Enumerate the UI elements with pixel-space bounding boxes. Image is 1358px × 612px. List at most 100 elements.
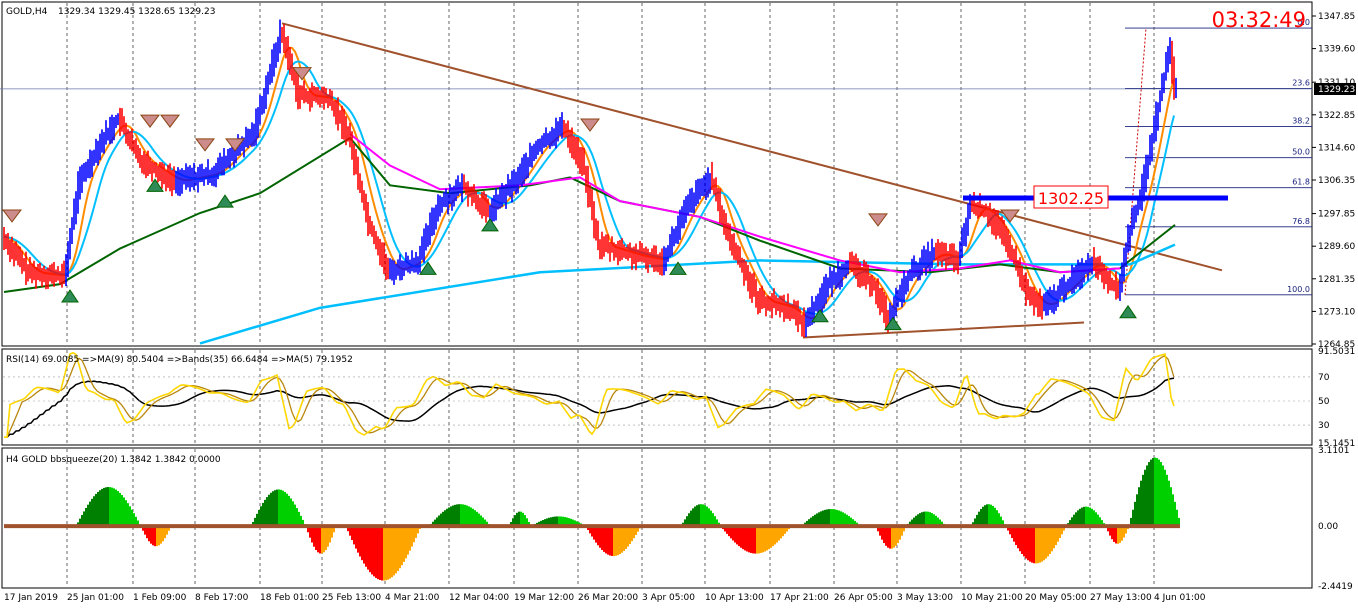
bbs-bar: [319, 526, 321, 554]
bbs-bar: [589, 526, 591, 534]
bbs-bar: [1156, 458, 1158, 527]
bbs-bar: [1027, 526, 1029, 561]
bbs-bar: [468, 506, 470, 527]
bbs-bar: [166, 526, 168, 535]
bbs-bar: [1063, 526, 1065, 531]
bbs-bar: [1053, 526, 1055, 549]
bbs-bar: [452, 505, 454, 527]
bbs-bar: [736, 526, 738, 545]
bbs-bar: [464, 504, 466, 527]
fib-level-label: 100.0: [1287, 285, 1310, 294]
bbs-bar: [321, 526, 323, 554]
bbs-bar: [436, 517, 438, 527]
bbs-bar: [1111, 526, 1113, 540]
bbs-bar: [454, 504, 456, 527]
bbs-bar: [117, 491, 119, 527]
bbs-bar: [915, 515, 917, 527]
bbs-bar: [1013, 526, 1015, 542]
fib-level-label: 23.6: [1292, 79, 1310, 88]
sell-arrow: [160, 114, 180, 128]
bbs-bar: [482, 517, 484, 527]
bbs-bar: [1142, 474, 1144, 527]
bbs-bar: [607, 526, 609, 555]
bbs-bar: [746, 526, 748, 552]
bbs-bar: [774, 526, 776, 545]
bbs-bar: [1023, 526, 1025, 557]
bbs-bar: [512, 518, 514, 527]
bbs-bar: [1150, 459, 1152, 527]
bbs-bar: [810, 517, 812, 527]
time-tick-label: 17 Apr 21:00: [770, 593, 829, 603]
bbs-bar: [1071, 517, 1073, 527]
time-tick-label: 25 Jan 01:00: [67, 593, 124, 603]
bbs-bar: [619, 526, 621, 555]
bbs-bar: [133, 513, 135, 527]
bbs-bar: [409, 526, 411, 551]
sell-arrow: [868, 213, 888, 227]
bbs-bar: [282, 490, 284, 527]
bbs-bar: [373, 526, 375, 577]
buy-arrow: [419, 261, 437, 275]
bbs-bar: [704, 505, 706, 527]
bbs-bar: [984, 505, 986, 527]
bbs-bar: [627, 526, 629, 547]
bbs-bar: [826, 509, 828, 527]
bbs-bar: [1125, 526, 1127, 534]
bbs-bar: [1174, 501, 1176, 527]
rsi-band-line: [4, 377, 1175, 438]
support-trendline: [802, 321, 1085, 339]
bbs-bar: [730, 526, 732, 539]
bbs-bar: [474, 510, 476, 527]
bbs-bar: [87, 504, 89, 527]
bbs-bar: [480, 515, 482, 527]
bbs-bar: [716, 519, 718, 527]
bbs-bar: [732, 526, 734, 541]
bbs-bar: [1009, 526, 1011, 535]
bbs-bar: [270, 492, 272, 527]
bbs-bar: [315, 526, 317, 551]
bbs-bar: [1170, 487, 1172, 527]
buy-arrow: [669, 261, 687, 275]
bbs-bar: [897, 526, 899, 544]
bbs-bar: [740, 526, 742, 548]
bbs-bar: [714, 516, 716, 527]
bbs-bar: [980, 508, 982, 527]
bbs-bar: [1033, 526, 1035, 564]
bbs-bar: [540, 520, 542, 527]
bbs-bar: [405, 526, 407, 559]
bbs-bar: [812, 516, 814, 527]
bbs-bar: [1037, 526, 1039, 564]
time-tick-label: 17 Jan 2019: [4, 593, 58, 603]
bbs-bar: [444, 510, 446, 527]
bbs-tick-label: 0.00: [1318, 522, 1338, 532]
bbs-bar: [1039, 526, 1041, 563]
bbsqueeze-axis: 3.1101 0.00 -2.4419: [1318, 446, 1353, 592]
bbs-bar: [355, 526, 357, 549]
bbs-bar: [574, 520, 576, 527]
bbs-bar: [1057, 526, 1059, 542]
bbs-bar: [921, 512, 923, 527]
bbs-bar: [369, 526, 371, 573]
bbs-bar: [101, 488, 103, 527]
bbs-bar: [377, 526, 379, 580]
bbs-bar: [702, 504, 704, 527]
bbs-bar: [842, 512, 844, 527]
time-tick-label: 27 May 13:00: [1090, 593, 1152, 603]
bbs-bar: [935, 515, 937, 527]
bbs-bar: [266, 497, 268, 527]
bbs-bar: [1085, 506, 1087, 527]
rsi-tick-label: 30: [1318, 421, 1330, 431]
bbs-bar: [974, 518, 976, 527]
sell-arrow: [2, 209, 22, 223]
bbs-bar: [994, 507, 996, 527]
bbs-bar: [349, 526, 351, 536]
bbs-bar: [1097, 514, 1099, 527]
bbsqueeze-panel[interactable]: [1, 447, 1313, 589]
price-tick-label: 1322.85: [1318, 111, 1355, 121]
bbs-bar: [1083, 506, 1085, 527]
time-tick-label: 3 Apr 05:00: [642, 593, 695, 603]
bbs-bar: [381, 526, 383, 581]
price-bars: [3, 19, 1177, 338]
